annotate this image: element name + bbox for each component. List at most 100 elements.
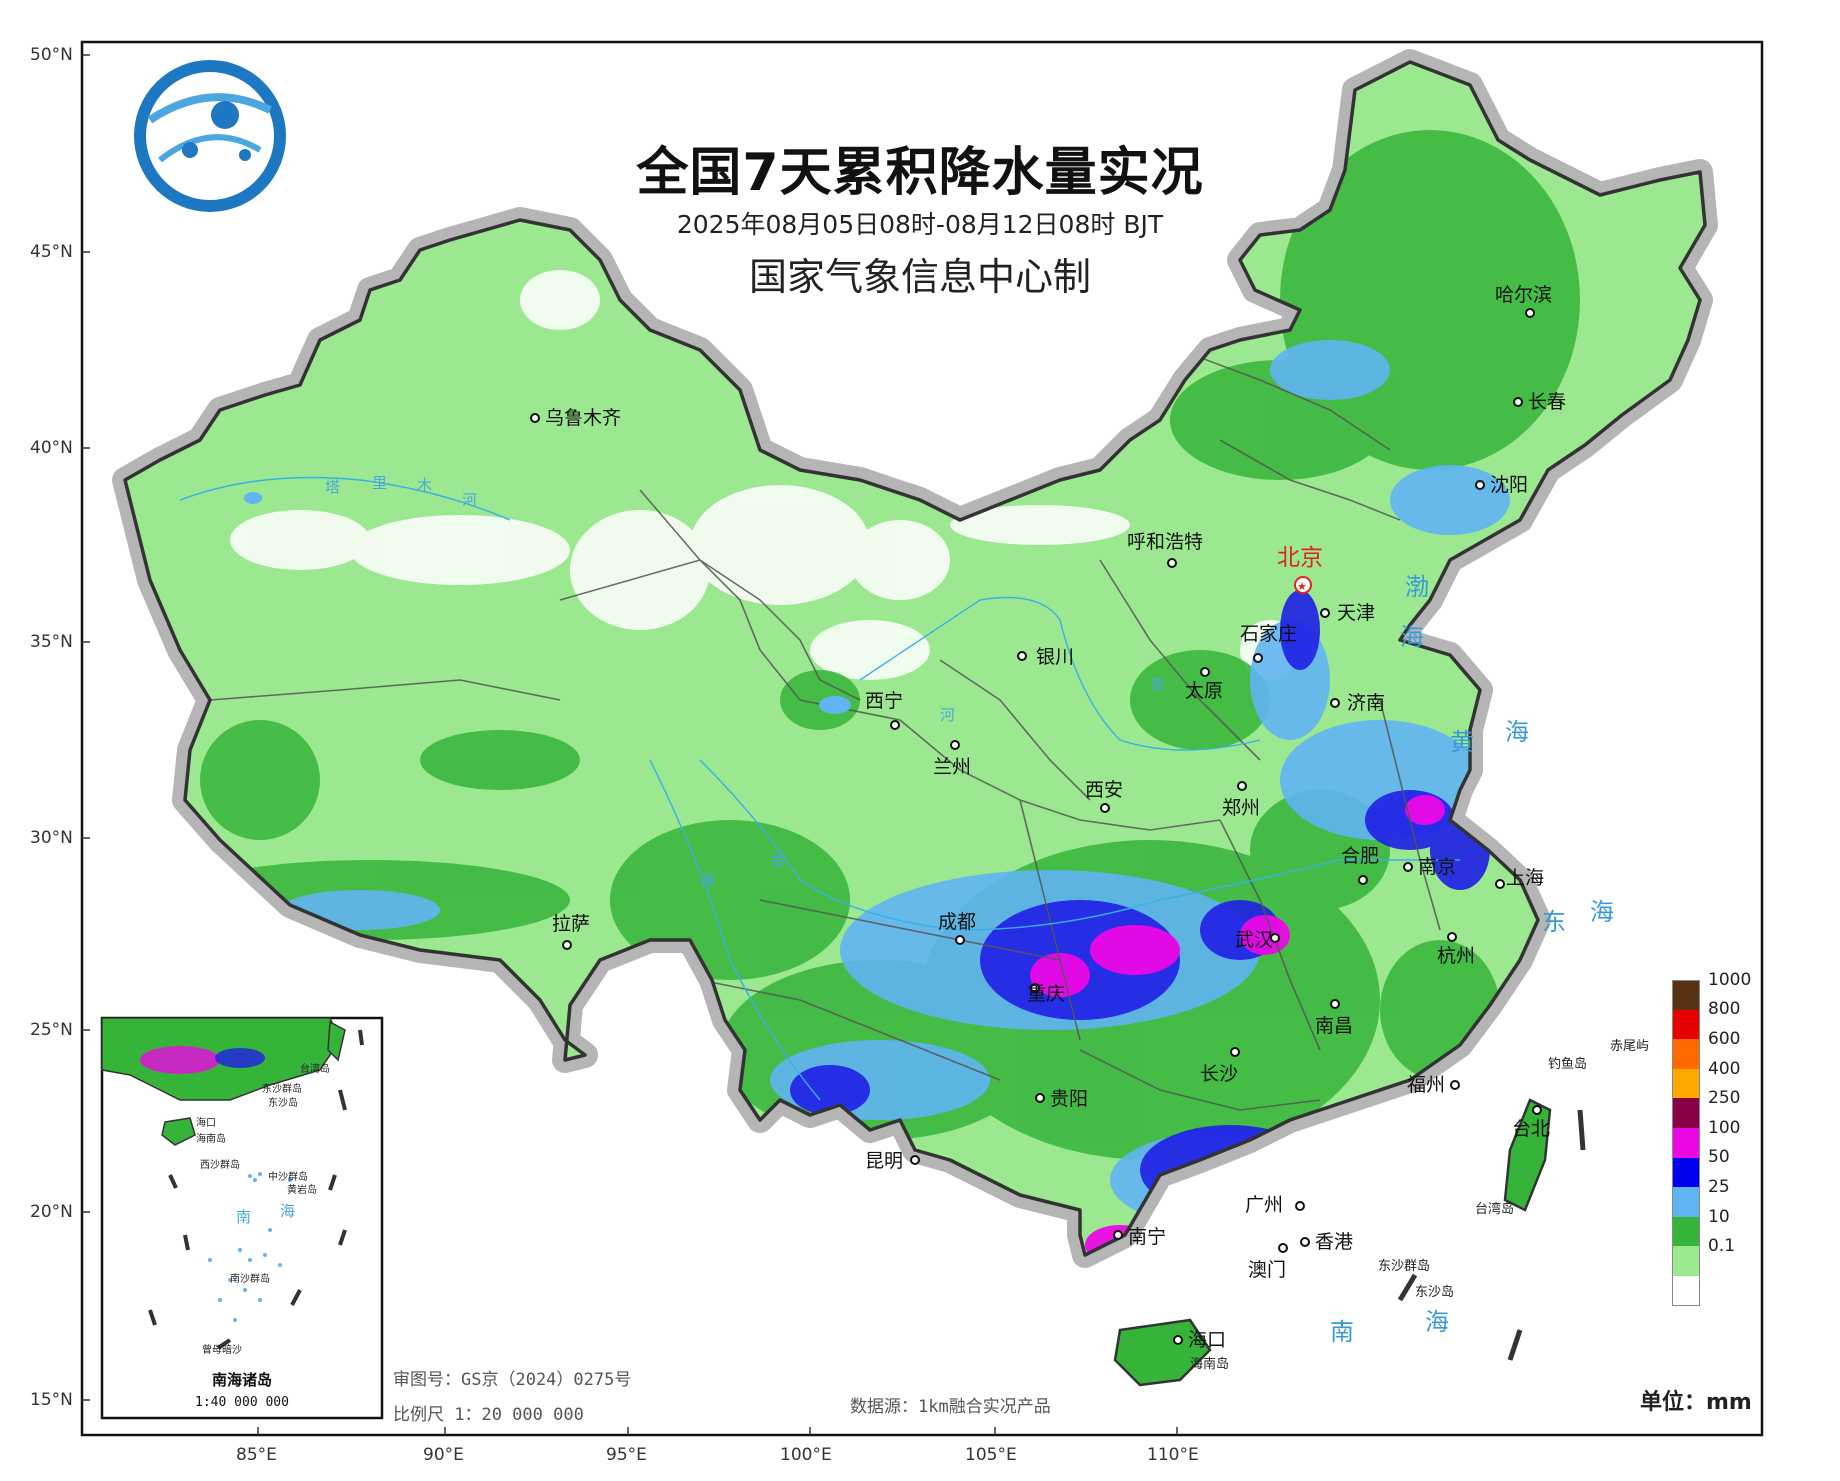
river-yellow-1: 黄 [1150, 676, 1165, 694]
city-taipei: 台北 [1512, 1105, 1550, 1140]
city-marker-icon [1475, 480, 1485, 490]
city-marker-icon [1300, 1237, 1310, 1247]
province-borders [209, 349, 1441, 1111]
legend-row: 400 [1672, 1059, 1751, 1099]
dry-regions [230, 270, 1300, 680]
inset-title: 南海诸岛 [212, 1371, 272, 1389]
city-marker-icon [1278, 1243, 1288, 1253]
city-label-fuzhou: 福州 [1407, 1074, 1445, 1096]
city-label-changchun: 长春 [1528, 391, 1566, 413]
approval-number: 审图号：GS京（2024）0275号 [393, 1370, 632, 1390]
legend-swatch [1672, 1127, 1700, 1158]
lat-35: 35°N [30, 632, 73, 652]
city-marker-icon [1270, 933, 1280, 943]
city-label-taipei: 台北 [1512, 1118, 1550, 1140]
lat-15: 15°N [30, 1390, 73, 1410]
city-lanzhou: 兰州 [933, 740, 971, 778]
city-shijiazhuang: 石家庄 [1240, 623, 1297, 663]
rivers [179, 476, 1460, 1101]
sea-south-2: 海 [1425, 1308, 1449, 1336]
legend-row: 10 [1672, 1207, 1751, 1247]
city-marker-icon [530, 413, 540, 423]
cma-logo [134, 60, 286, 212]
latitude-labels: 50°N 45°N 40°N 35°N 30°N 25°N 20°N 15°N [30, 45, 73, 1410]
city-label-guangzhou: 广州 [1245, 1194, 1283, 1216]
legend-row: 600 [1672, 1029, 1751, 1069]
city-tianjin: 天津 [1320, 602, 1375, 624]
inset-label-nansha: 南沙群岛 [230, 1272, 270, 1285]
city-marker-icon [1532, 1105, 1542, 1115]
city-yinchuan: 银川 [1017, 646, 1074, 668]
legend-label: 1000 [1708, 969, 1752, 990]
capital-beijing: ★ 北京 [1277, 545, 1323, 594]
inset-label-hainan: 海南岛 [196, 1132, 226, 1145]
city-xining: 西宁 [865, 690, 903, 730]
city-marker-icon [1200, 667, 1210, 677]
city-harbin: 哈尔滨 [1495, 284, 1552, 318]
city-jinan: 济南 [1330, 692, 1385, 714]
inset-label-xisha: 西沙群岛 [200, 1158, 240, 1171]
legend-swatch [1672, 1187, 1700, 1217]
city-urumqi: 乌鲁木齐 [530, 407, 621, 429]
city-xian: 西安 [1085, 779, 1123, 813]
city-zhengzhou: 郑州 [1222, 781, 1260, 819]
inset-label-haikou: 海口 [196, 1116, 216, 1129]
label-dongsha-islands: 东沙群岛 [1378, 1258, 1430, 1274]
city-marker-icon [1447, 932, 1457, 942]
city-nanning: 南宁 [1113, 1226, 1166, 1248]
city-label-chongqing: 重庆 [1027, 983, 1065, 1005]
river-tarim-3: 木 [417, 476, 432, 494]
legend-swatch [1672, 1009, 1700, 1040]
sea-south-1: 南 [1330, 1318, 1354, 1346]
legend-label: 600 [1708, 1028, 1741, 1049]
city-marker-icon [1253, 653, 1263, 663]
city-hohhot: 呼和浩特 [1127, 531, 1203, 568]
legend-row: 25 [1672, 1177, 1751, 1217]
city-label-shanghai: 上海 [1506, 867, 1544, 889]
city-wuhan: 武汉 [1235, 929, 1280, 951]
data-source: 数据源：1km融合实况产品 [850, 1397, 1051, 1417]
capital-label: 北京 [1277, 545, 1323, 571]
hainan-island [1113, 1318, 1212, 1387]
river-yellow-2: 河 [940, 706, 955, 724]
map-title: 全国7天累积降水量实况 [636, 143, 1204, 203]
city-label-lanzhou: 兰州 [933, 756, 971, 778]
map-scale: 比例尺 1：20 000 000 [393, 1405, 584, 1425]
city-marker-icon [1295, 1201, 1305, 1211]
city-marker-icon [1525, 308, 1535, 318]
legend-label: 400 [1708, 1058, 1741, 1079]
city-marker-icon [1330, 698, 1340, 708]
city-chengdu: 成都 [938, 911, 976, 945]
city-marker-icon [890, 720, 900, 730]
sea-bohai-1: 渤 [1405, 573, 1429, 601]
city-hangzhou: 杭州 [1437, 932, 1475, 967]
city-taiyuan: 太原 [1185, 667, 1223, 702]
city-label-nanjing: 南京 [1418, 856, 1456, 878]
maritime-boundary [1397, 1109, 1586, 1361]
city-changsha: 长沙 [1200, 1047, 1240, 1085]
lon-100: 100°E [780, 1445, 832, 1465]
city-label-tianjin: 天津 [1337, 602, 1375, 624]
legend-label: 250 [1708, 1088, 1741, 1109]
legend-label: 100 [1708, 1117, 1741, 1138]
city-label-hangzhou: 杭州 [1437, 945, 1475, 967]
city-changchun: 长春 [1513, 391, 1566, 413]
legend-row: 800 [1672, 999, 1751, 1040]
city-fuzhou: 福州 [1407, 1074, 1460, 1096]
city-guiyang: 贵阳 [1035, 1088, 1088, 1110]
map-producer: 国家气象信息中心制 [748, 255, 1091, 299]
label-dongsha-island: 东沙岛 [1415, 1284, 1454, 1300]
city-label-xining: 西宁 [865, 690, 903, 712]
city-label-hefei: 合肥 [1341, 845, 1379, 867]
city-label-harbin: 哈尔滨 [1495, 284, 1552, 306]
legend-swatch [1672, 1275, 1700, 1306]
sea-east-1: 东 [1542, 908, 1566, 936]
inset-label-huangyan: 黄岩岛 [287, 1183, 317, 1196]
city-marker-icon [1035, 1093, 1045, 1103]
river-tarim-2: 里 [372, 474, 387, 492]
city-label-yinchuan: 银川 [1036, 646, 1074, 668]
lat-30: 30°N [30, 828, 73, 848]
legend-row [1672, 1275, 1751, 1306]
island-labels: 海南岛 台湾岛 钓鱼岛 赤尾屿 东沙群岛 东沙岛 [1190, 1039, 1649, 1372]
